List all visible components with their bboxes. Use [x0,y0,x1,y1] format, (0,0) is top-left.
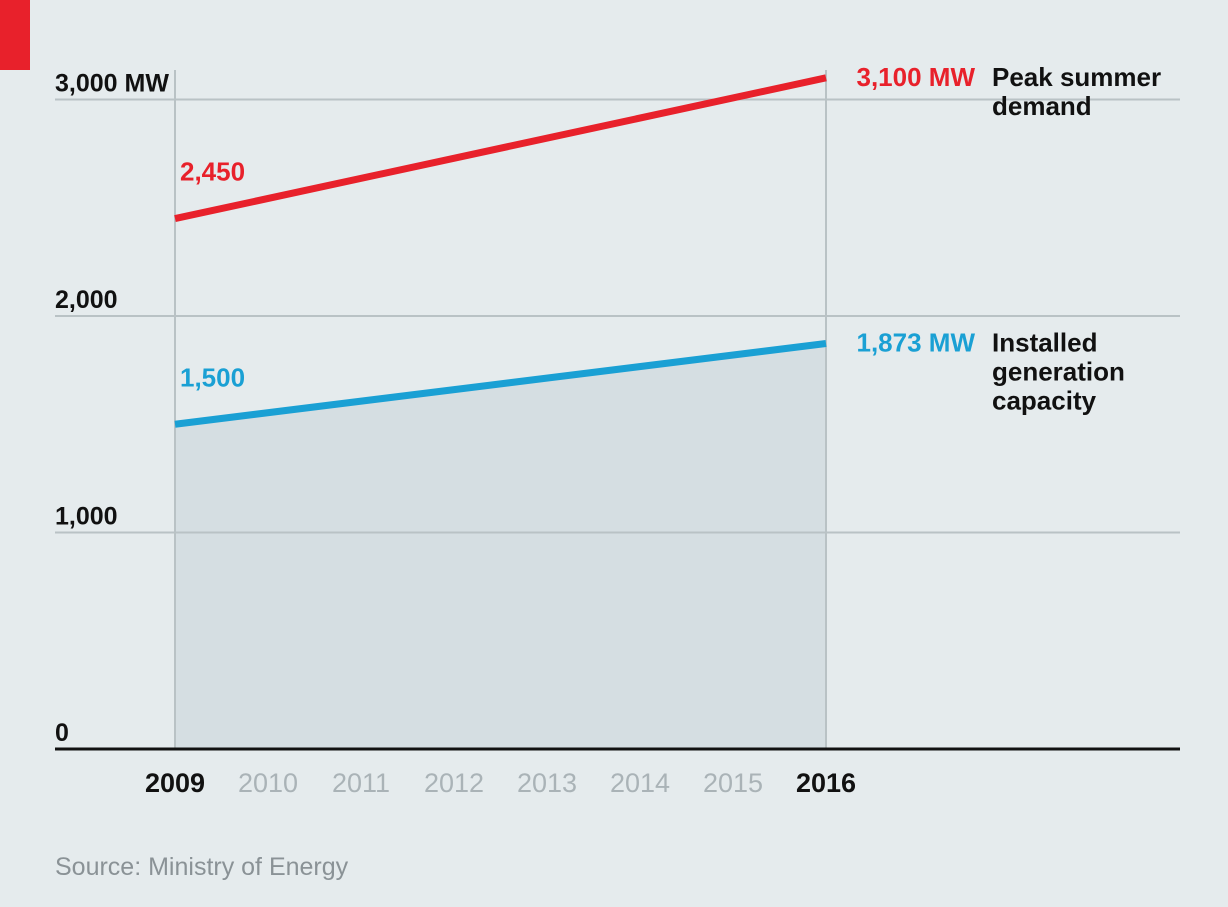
x-tick-label: 2011 [332,768,390,798]
y-tick-label: 3,000 MW [55,70,169,98]
data-label-start-demand: 2,450 [180,157,245,187]
series-name-demand: demand [992,91,1092,121]
data-label-end-demand: 3,100 MW [857,62,976,92]
series-name-capacity: Installed [992,327,1097,357]
x-tick-label: 2014 [610,768,670,798]
data-label-end-capacity: 1,873 MW [857,327,976,357]
accent-bar [0,0,30,70]
y-tick-label: 0 [55,719,69,747]
series-name-capacity: generation [992,356,1125,386]
x-tick-label: 2012 [424,768,484,798]
y-tick-label: 1,000 [55,503,118,531]
source-note: Source: Ministry of Energy [55,853,349,881]
x-tick-label: 2013 [517,768,577,798]
series-line-demand [174,74,827,222]
series-name-demand: Peak summer [992,62,1161,92]
x-tick-label: 2010 [238,768,298,798]
series-line-capacity [174,340,827,428]
series-area-capacity [175,343,826,749]
y-tick-label: 2,000 [55,286,118,314]
data-label-start-capacity: 1,500 [180,362,245,392]
x-tick-label: 2009 [145,768,205,798]
series-name-capacity: capacity [992,385,1097,415]
x-tick-label: 2016 [796,768,856,798]
x-tick-label: 2015 [703,768,763,798]
